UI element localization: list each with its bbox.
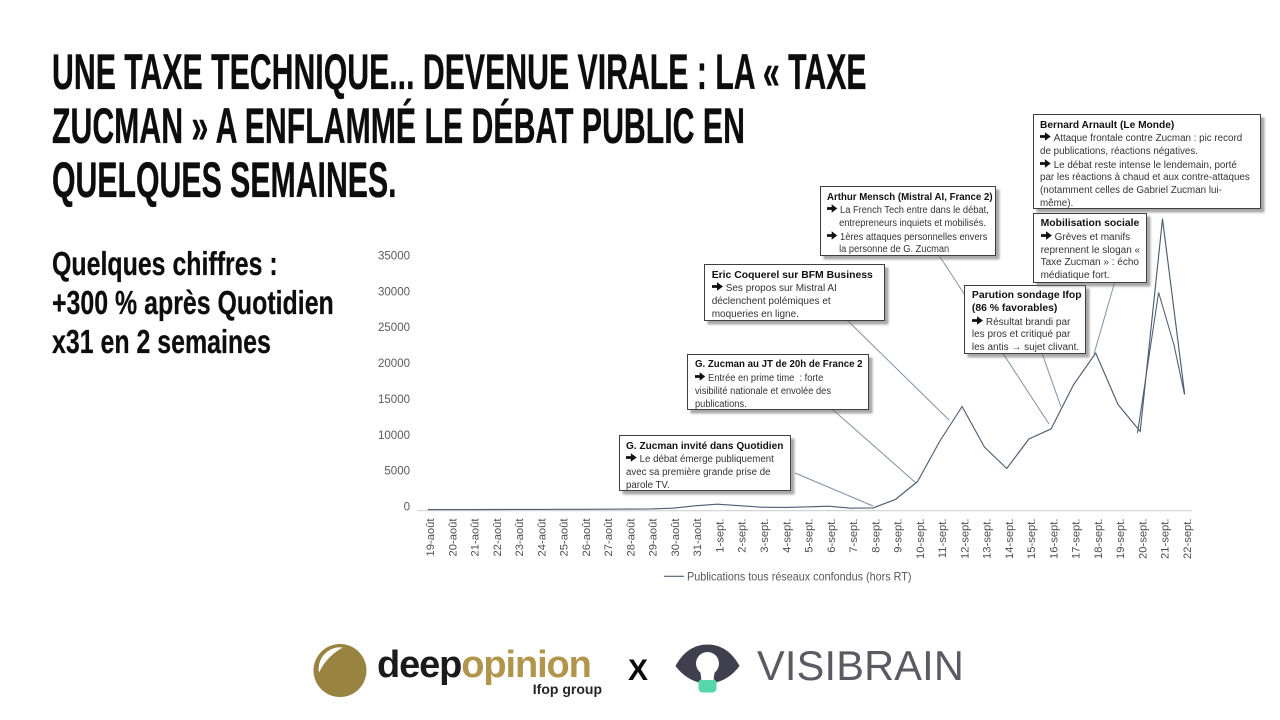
svg-text:11-sept.: 11-sept. bbox=[937, 519, 949, 559]
svg-text:10000: 10000 bbox=[378, 430, 410, 442]
svg-text:22-sept.: 22-sept. bbox=[1182, 519, 1194, 559]
svg-text:12-sept.: 12-sept. bbox=[959, 519, 971, 559]
svg-text:30000: 30000 bbox=[378, 286, 410, 298]
svg-text:16-sept.: 16-sept. bbox=[1048, 519, 1060, 559]
svg-text:18-sept.: 18-sept. bbox=[1093, 519, 1105, 559]
svg-text:13-sept.: 13-sept. bbox=[982, 519, 994, 559]
svg-text:25-août: 25-août bbox=[559, 518, 571, 557]
svg-text:19-sept.: 19-sept. bbox=[1115, 519, 1127, 559]
svg-text:17-sept.: 17-sept. bbox=[1071, 519, 1083, 559]
svg-text:27-août: 27-août bbox=[603, 518, 615, 557]
svg-text:35000: 35000 bbox=[378, 251, 410, 263]
svg-text:6-sept.: 6-sept. bbox=[826, 519, 838, 553]
svg-text:26-août: 26-août bbox=[581, 518, 593, 557]
svg-text:28-août: 28-août bbox=[625, 518, 637, 557]
svg-text:15-sept.: 15-sept. bbox=[1026, 519, 1038, 559]
svg-text:21-sept.: 21-sept. bbox=[1160, 519, 1172, 559]
svg-text:1-sept.: 1-sept. bbox=[715, 519, 727, 553]
svg-text:2-sept.: 2-sept. bbox=[737, 519, 749, 553]
svg-text:15000: 15000 bbox=[378, 394, 410, 406]
svg-text:23-août: 23-août bbox=[514, 518, 526, 557]
svg-text:22-août: 22-août bbox=[492, 518, 504, 557]
svg-text:20-sept.: 20-sept. bbox=[1137, 519, 1149, 559]
svg-text:0: 0 bbox=[404, 502, 410, 514]
svg-text:25000: 25000 bbox=[378, 322, 410, 334]
svg-text:9-sept.: 9-sept. bbox=[893, 519, 905, 553]
svg-text:5000: 5000 bbox=[384, 466, 410, 478]
svg-text:Publications tous réseaux conf: Publications tous réseaux confondus (hor… bbox=[687, 569, 912, 583]
svg-text:8-sept.: 8-sept. bbox=[870, 519, 882, 553]
svg-text:20000: 20000 bbox=[378, 358, 410, 370]
svg-text:4-sept.: 4-sept. bbox=[781, 519, 793, 553]
svg-text:14-sept.: 14-sept. bbox=[1004, 519, 1016, 559]
svg-text:30-août: 30-août bbox=[670, 518, 682, 557]
svg-text:10-sept.: 10-sept. bbox=[915, 519, 927, 559]
svg-text:5-sept.: 5-sept. bbox=[804, 519, 816, 553]
svg-text:24-août: 24-août bbox=[536, 518, 548, 557]
svg-text:7-sept.: 7-sept. bbox=[848, 519, 860, 553]
svg-text:21-août: 21-août bbox=[470, 518, 482, 557]
svg-text:20-août: 20-août bbox=[447, 518, 459, 557]
svg-text:29-août: 29-août bbox=[648, 518, 660, 557]
svg-text:31-août: 31-août bbox=[692, 518, 704, 557]
svg-text:19-août: 19-août bbox=[425, 518, 437, 557]
svg-text:3-sept.: 3-sept. bbox=[759, 519, 771, 553]
